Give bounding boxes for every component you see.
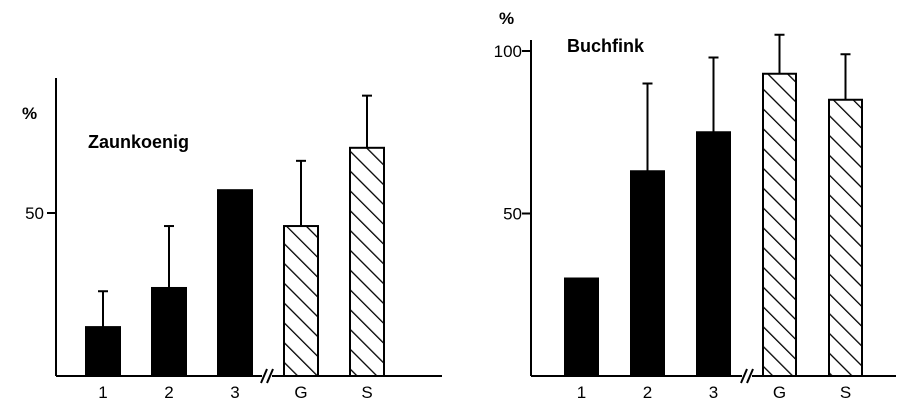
axis-break-mark	[266, 368, 274, 384]
y-tick-label: 50	[25, 204, 44, 223]
y-tick-label: 100	[494, 42, 522, 61]
chart-buchfink: % Buchfink 50 100 1 2 3 G S	[494, 9, 896, 402]
x-tick-label: 1	[577, 383, 586, 402]
x-tick-label: 2	[164, 383, 173, 402]
y-axis-label: %	[22, 104, 37, 123]
bar-S	[349, 146, 385, 377]
bar-2	[630, 170, 665, 377]
axis-break-mark	[746, 368, 754, 384]
axis-break-mark	[260, 368, 268, 384]
plot-area: 50 1 2 3 G S	[25, 78, 442, 402]
y-tick-label: 50	[503, 205, 522, 224]
x-tick-label: S	[840, 383, 851, 402]
bar-3	[696, 131, 731, 377]
x-tick-label: G	[294, 383, 307, 402]
axis-break-mark	[740, 368, 748, 384]
x-tick-label: 3	[230, 383, 239, 402]
bar-G	[762, 72, 797, 377]
bar-1	[85, 326, 121, 378]
y-axis-label: %	[499, 9, 514, 28]
x-tick-label: 2	[643, 383, 652, 402]
bar-1	[564, 277, 599, 377]
chart-title: Buchfink	[567, 36, 645, 56]
x-tick-label: 1	[98, 383, 107, 402]
bar-2	[151, 286, 187, 378]
x-tick-label: S	[361, 383, 372, 402]
plot-area: 50 100 1 2 3 G S	[494, 33, 896, 402]
chart-zaunkoenig: % Zaunkoenig 50 1 2 3 G S	[22, 78, 442, 402]
chart-title: Zaunkoenig	[88, 132, 189, 152]
x-tick-label: G	[773, 383, 786, 402]
bar-S	[828, 98, 863, 377]
bar-3	[217, 189, 253, 377]
x-tick-label: 3	[709, 383, 718, 402]
bar-G	[283, 225, 319, 377]
